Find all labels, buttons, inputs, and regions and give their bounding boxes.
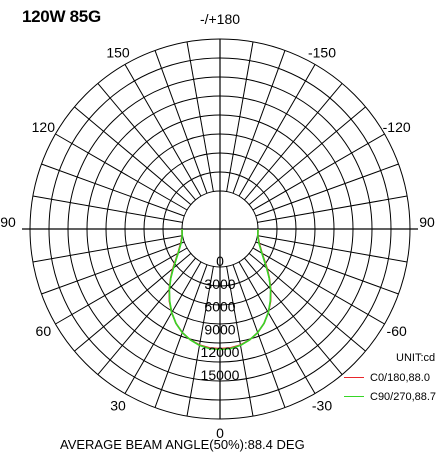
grid-spoke [238,64,316,197]
polar-grid [22,38,418,420]
grid-spoke [124,261,202,394]
grid-spoke [41,163,185,217]
angle-tick-label: 120 [32,119,56,135]
radial-tick-label: 12000 [201,344,240,360]
grid-spoke [154,50,208,194]
grid-spoke [257,235,408,263]
grid-spoke [244,257,343,375]
angle-tick-label: 60 [36,323,52,339]
series-line-1 [168,228,272,351]
angle-tick-label: -120 [383,119,411,135]
grid-spoke [186,41,214,192]
angle-tick-label: 90 [419,214,435,230]
grid-spoke [257,195,408,223]
radial-tick-label: 3000 [204,276,235,292]
grid-spoke [97,257,196,375]
beam-angle-caption: AVERAGE BEAM ANGLE(50%):88.4 DEG [60,437,305,452]
legend-label-c0: C0/180,88.0 [370,372,430,384]
angle-tick-label: 30 [110,398,126,414]
axis-labels: 0 3000 6000 9000 12000 15000 -/+180 150 -150 120 -… [0,11,435,441]
grid-spoke [74,253,192,352]
legend-entry-c0: C0/180,88.0 [344,372,448,386]
grid-spoke [32,195,183,223]
angle-tick-label: 0 [216,425,224,441]
angle-tick-label: 150 [106,44,130,60]
grid-spoke [55,247,188,325]
grid-spoke [97,83,196,201]
angle-tick-label: -60 [387,323,407,339]
grid-spoke [232,264,286,408]
radial-tick-label: 0 [216,253,224,269]
radial-tick-label: 6000 [204,299,235,315]
angle-tick-label: 90 [0,214,16,230]
grid-spoke [244,83,343,201]
legend-label-c90: C90/270,88.7 [370,391,437,403]
grid-spoke [226,41,254,192]
grid-spoke [154,264,208,408]
unit-label: UNIT:cd [396,352,436,364]
angle-tick-label: -30 [312,398,332,414]
grid-spoke [41,241,185,295]
grid-spoke [186,266,214,417]
legend-swatch-c90 [344,395,364,397]
intensity-curves [168,228,272,351]
grid-spoke [55,133,188,211]
grid-spoke [252,247,385,325]
grid-spoke [238,261,316,394]
chart-title: 120W 85G [22,7,101,26]
angle-tick-label: -/+180 [200,11,240,27]
grid-spoke [255,163,399,217]
radial-tick-label: 9000 [204,321,235,337]
grid-spoke [124,64,202,197]
grid-spoke [32,235,183,263]
grid-spoke [226,266,254,417]
legend-swatch-c0 [344,376,364,378]
grid-spoke [255,241,399,295]
angle-tick-label: -150 [308,44,336,60]
grid-spoke [252,133,385,211]
legend-entry-c90: C90/270,88.7 [344,391,448,405]
grid-spoke [248,253,366,352]
radial-tick-label: 15000 [201,367,240,383]
grid-spoke [232,50,286,194]
grid-spoke [248,106,366,205]
grid-spoke [74,106,192,205]
